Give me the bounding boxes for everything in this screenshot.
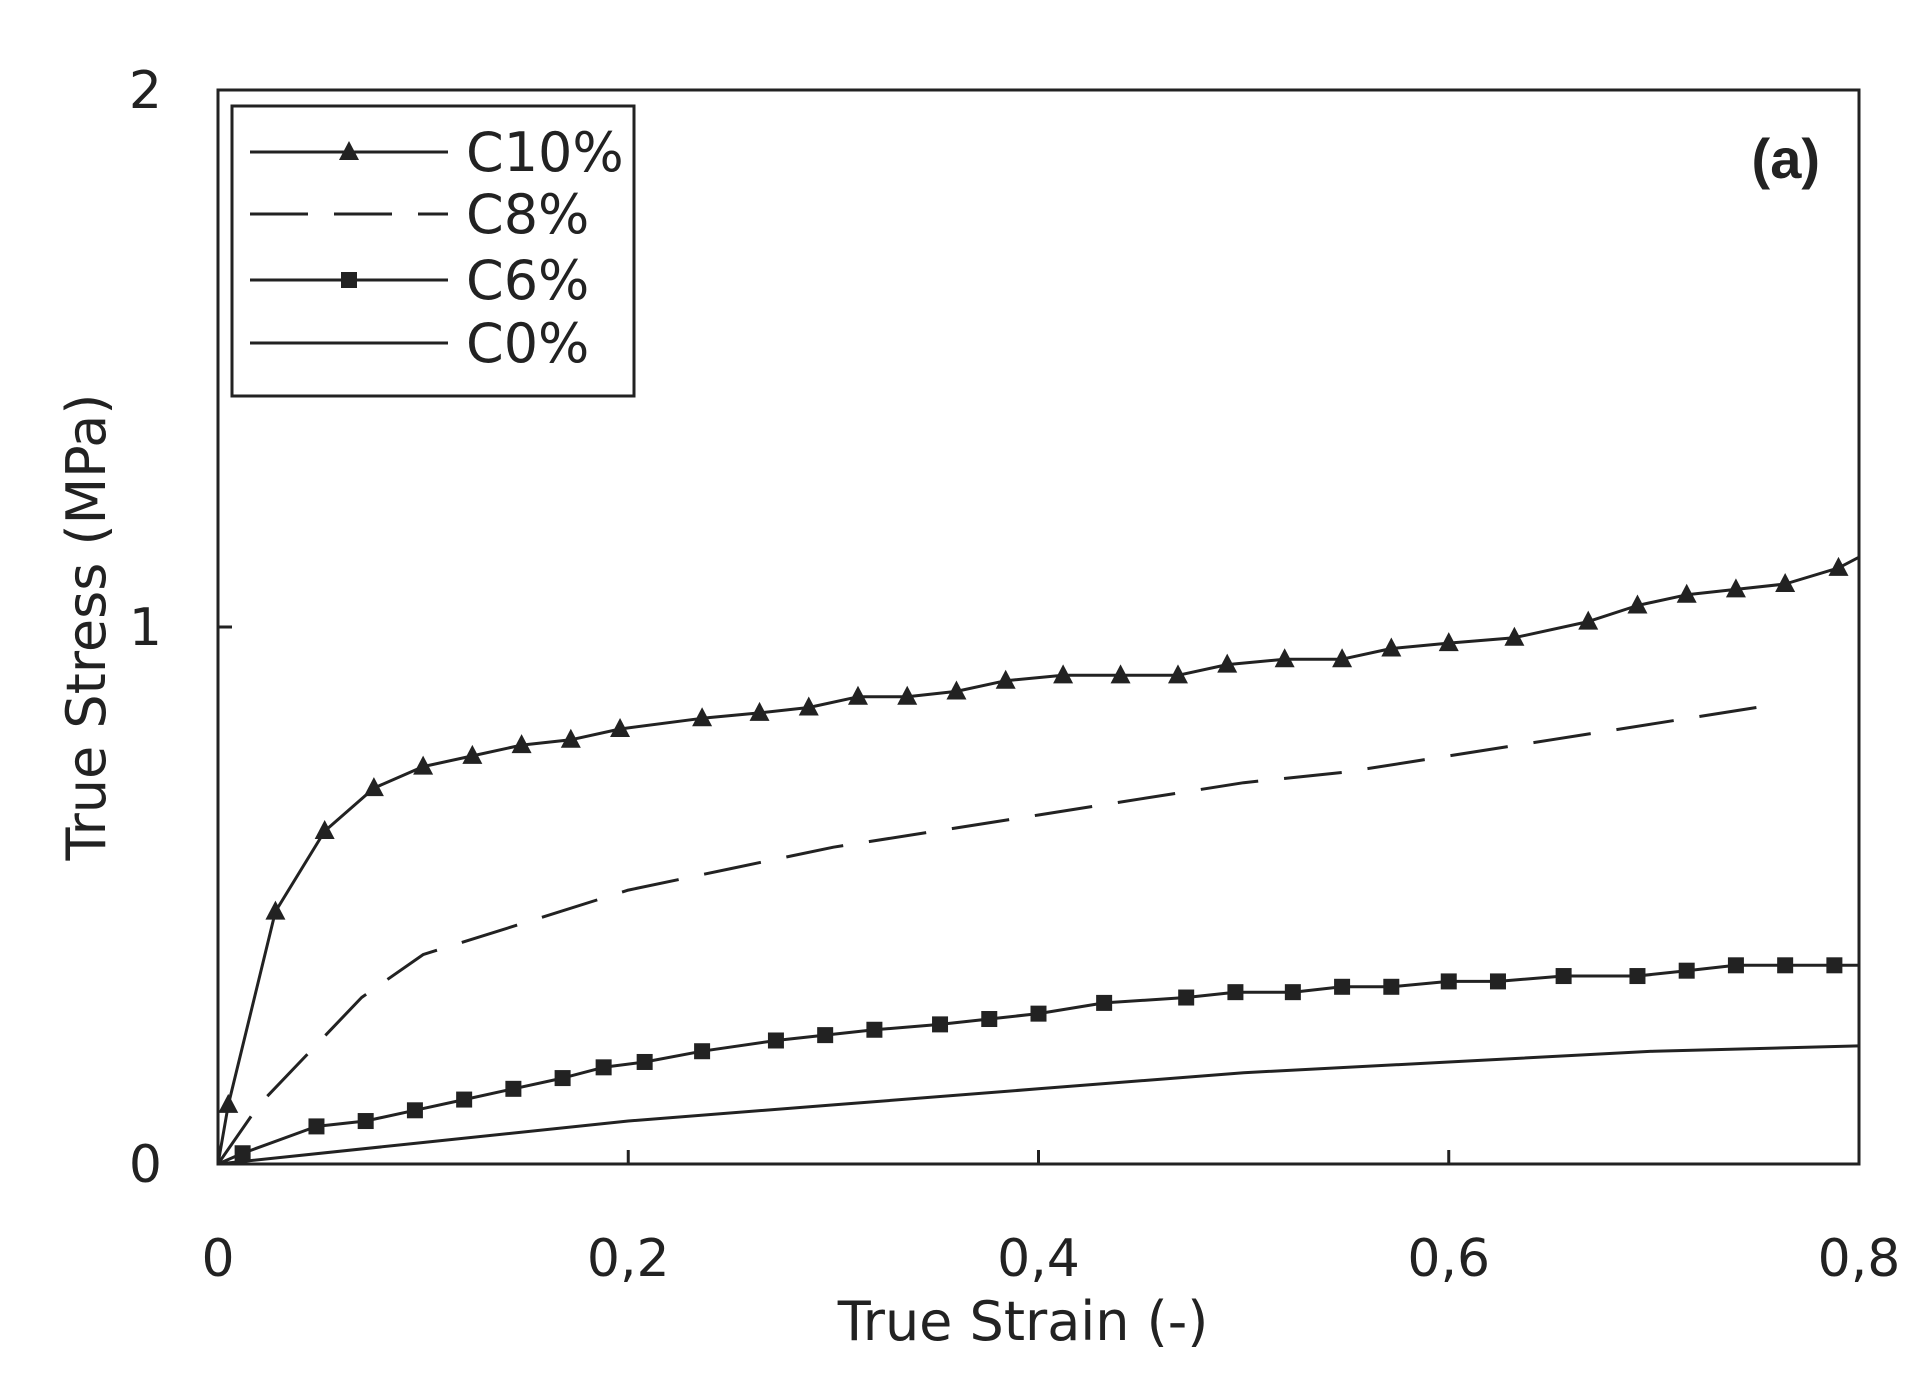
data-point-c10-percent xyxy=(363,777,384,797)
legend-marker-c6-percent xyxy=(341,272,357,288)
series-layer xyxy=(216,555,1860,1166)
data-point-c10-percent xyxy=(1504,626,1525,646)
data-point-c6-percent xyxy=(554,1070,571,1087)
series-c6-percent xyxy=(217,957,1859,1166)
data-point-c10-percent xyxy=(1627,594,1648,614)
data-point-c10-percent xyxy=(218,1093,239,1113)
data-point-c10-percent xyxy=(1775,573,1796,593)
legend-label-c6-percent: C6% xyxy=(466,249,589,312)
series-line-c8-percent xyxy=(216,706,1757,1165)
data-point-c6-percent xyxy=(1227,984,1244,1001)
legend: C10%C8%C6%C0% xyxy=(230,104,636,398)
data-point-c6-percent xyxy=(234,1145,251,1162)
data-point-c6-percent xyxy=(1284,984,1301,1001)
x-axis-label: True Strain (-) xyxy=(837,1290,1209,1353)
legend-item-c0-percent: C0% xyxy=(250,312,589,375)
series-c8-percent xyxy=(216,706,1757,1165)
data-point-c6-percent xyxy=(1489,973,1506,990)
legend-marker-c10-percent xyxy=(339,141,359,160)
data-point-c6-percent xyxy=(1555,968,1572,985)
data-point-c6-percent xyxy=(456,1091,473,1108)
data-point-c6-percent xyxy=(1440,973,1457,990)
data-point-c6-percent xyxy=(406,1102,423,1119)
data-point-c10-percent xyxy=(897,685,918,705)
legend-label-c8-percent: C8% xyxy=(466,183,589,246)
series-c0-percent xyxy=(217,1044,1860,1166)
data-point-c10-percent xyxy=(1578,610,1599,630)
data-point-c10-percent xyxy=(462,744,483,764)
legend-item-c8-percent: C8% xyxy=(250,183,589,246)
series-c10-percent xyxy=(216,555,1860,1165)
data-point-c10-percent xyxy=(560,728,581,748)
data-point-c10-percent xyxy=(798,696,819,716)
data-point-c10-percent xyxy=(1381,637,1402,657)
series-line-c6-percent xyxy=(217,963,1859,1166)
data-point-c6-percent xyxy=(357,1113,374,1130)
data-point-c6-percent xyxy=(1096,994,1113,1011)
data-point-c10-percent xyxy=(1217,653,1238,673)
y-tick-label: 2 xyxy=(129,61,162,121)
legend-item-c10-percent: C10% xyxy=(250,121,624,184)
data-point-c10-percent xyxy=(1828,556,1849,576)
data-point-c6-percent xyxy=(1030,1005,1047,1022)
data-point-c10-percent xyxy=(1274,648,1295,668)
data-point-c6-percent xyxy=(981,1011,998,1028)
data-point-c6-percent xyxy=(1777,957,1794,974)
data-point-c10-percent xyxy=(1438,632,1459,652)
data-point-c6-percent xyxy=(694,1043,711,1060)
data-point-c6-percent xyxy=(595,1059,612,1076)
data-point-c6-percent xyxy=(932,1016,949,1033)
data-point-c10-percent xyxy=(413,755,434,775)
data-point-c6-percent xyxy=(866,1021,883,1038)
legend-label-c0-percent: C0% xyxy=(466,312,589,375)
data-point-c6-percent xyxy=(505,1080,522,1097)
x-tick-label: 0,4 xyxy=(997,1229,1080,1289)
data-point-c10-percent xyxy=(1676,583,1697,603)
data-point-c6-percent xyxy=(1629,968,1646,985)
y-axis-label: True Stress (MPa) xyxy=(55,394,118,862)
data-point-c6-percent xyxy=(308,1118,325,1135)
series-line-c0-percent xyxy=(217,1044,1860,1166)
legend-box xyxy=(230,104,636,398)
data-point-c10-percent xyxy=(314,820,335,840)
data-point-c6-percent xyxy=(767,1032,784,1049)
data-point-c10-percent xyxy=(511,734,532,754)
y-tick-label: 0 xyxy=(129,1135,162,1195)
data-point-c6-percent xyxy=(1678,962,1695,979)
data-point-c6-percent xyxy=(1826,957,1843,974)
data-point-c10-percent xyxy=(847,685,868,705)
x-tick-label: 0 xyxy=(201,1229,234,1289)
data-point-c10-percent xyxy=(995,669,1016,689)
data-point-c6-percent xyxy=(1178,989,1195,1006)
data-point-c10-percent xyxy=(946,680,967,700)
data-point-c10-percent xyxy=(1110,664,1131,684)
legend-label-c10-percent: C10% xyxy=(466,121,624,184)
legend-item-c6-percent: C6% xyxy=(250,249,589,312)
data-point-c10-percent xyxy=(1167,664,1188,684)
data-point-c10-percent xyxy=(1332,648,1353,668)
data-point-c6-percent xyxy=(636,1053,653,1070)
data-point-c10-percent xyxy=(749,701,770,721)
data-point-c6-percent xyxy=(817,1027,834,1044)
data-point-c10-percent xyxy=(692,707,713,727)
data-point-c6-percent xyxy=(1334,978,1351,995)
data-point-c10-percent xyxy=(610,718,631,738)
x-tick-label: 0,2 xyxy=(587,1229,670,1289)
x-tick-label: 0,6 xyxy=(1407,1229,1490,1289)
y-tick-label: 1 xyxy=(129,598,162,658)
data-point-c6-percent xyxy=(1383,978,1400,995)
x-tick-label: 0,8 xyxy=(1818,1229,1901,1289)
data-point-c10-percent xyxy=(1725,578,1746,598)
panel-label: (a) xyxy=(1752,127,1820,190)
data-point-c6-percent xyxy=(1727,957,1744,974)
data-point-c10-percent xyxy=(1053,664,1074,684)
tick-layer: 0 0,2 0,4 0,6 0,8 0 1 2 xyxy=(129,61,1900,1289)
data-point-c10-percent xyxy=(265,900,286,920)
